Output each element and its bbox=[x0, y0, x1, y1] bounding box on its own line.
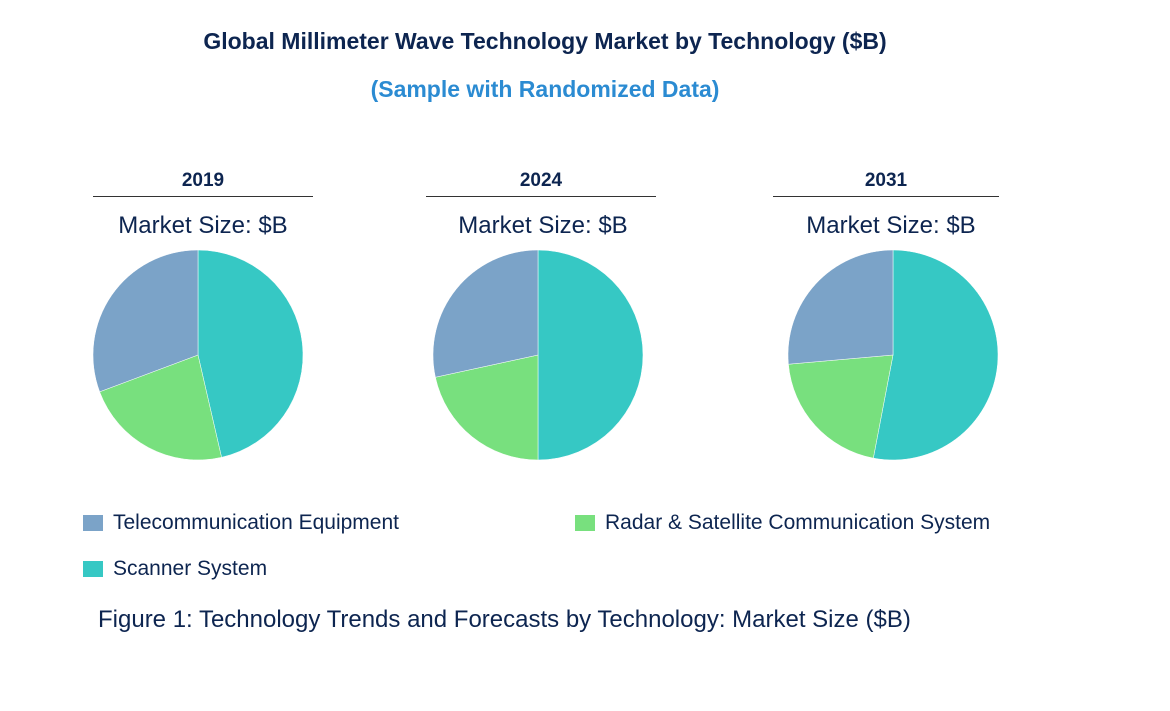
legend-swatch-scanner bbox=[83, 561, 103, 577]
chart-subtitle: (Sample with Randomized Data) bbox=[370, 76, 720, 102]
legend-label: Radar & Satellite Communication System bbox=[605, 511, 991, 534]
pie-subtitle-2019: Market Size: $B bbox=[118, 212, 288, 239]
pie-title-2024: 2024 bbox=[426, 170, 656, 197]
pie-slice-2031-scanner-system bbox=[873, 249, 999, 461]
pie-subtitle-2024: Market Size: $B bbox=[458, 212, 628, 239]
legend-swatch-telecom bbox=[83, 515, 103, 531]
pie-slice-2024-scanner-system bbox=[537, 249, 644, 461]
pie-subtitle-2031: Market Size: $B bbox=[806, 212, 976, 239]
legend-item-scanner: Scanner System bbox=[83, 557, 267, 581]
figure-caption: Figure 1: Technology Trends and Forecast… bbox=[98, 606, 911, 633]
pie-slice-2031-radar-satellite-communication-system bbox=[788, 354, 894, 459]
pie-slice-2024-telecommunication-equipment bbox=[432, 249, 539, 378]
legend-item-radar: Radar & Satellite Communication System bbox=[575, 511, 990, 535]
pie-slice-2019-telecommunication-equipment bbox=[92, 249, 199, 393]
legend-label: Scanner System bbox=[113, 557, 268, 580]
legend-item-telecom: Telecommunication Equipment bbox=[83, 511, 399, 535]
chart-title: Global Millimeter Wave Technology Market… bbox=[203, 28, 887, 54]
legend-swatch-radar bbox=[575, 515, 595, 531]
pie-title-2031: 2031 bbox=[773, 170, 999, 197]
pie-slice-2019-scanner-system bbox=[197, 249, 304, 458]
pie-slice-2019-radar-satellite-communication-system bbox=[99, 354, 222, 461]
pie-slice-2031-telecommunication-equipment bbox=[787, 249, 894, 365]
pie-slice-2024-radar-satellite-communication-system bbox=[435, 354, 539, 461]
pie-title-2019: 2019 bbox=[93, 170, 313, 197]
legend-label: Telecommunication Equipment bbox=[113, 511, 399, 534]
